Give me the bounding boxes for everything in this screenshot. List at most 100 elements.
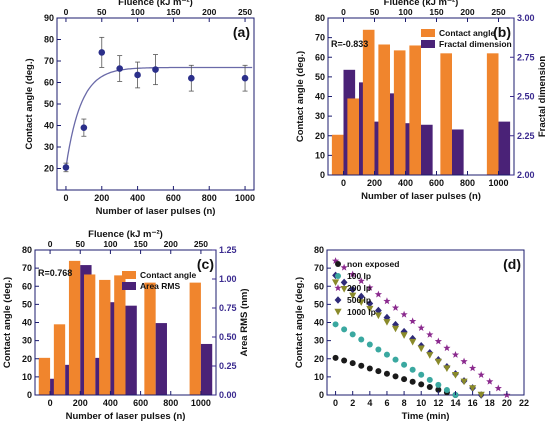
y-tick-label: 80 <box>315 13 325 23</box>
bar-secondary <box>452 129 464 175</box>
series-point <box>409 317 417 325</box>
series-point <box>375 346 382 353</box>
x-tick-label: 0 <box>48 398 53 408</box>
series-point <box>383 319 391 326</box>
x-axis-label: Number of laser pulses (n) <box>361 191 481 202</box>
legend-label: 1000 lp <box>347 307 376 317</box>
series-point <box>391 325 400 333</box>
x-tick-label: 800 <box>202 193 217 203</box>
y-tick-label: 80 <box>314 245 324 255</box>
panel-label: (c) <box>197 256 214 272</box>
series-point <box>460 378 468 386</box>
y-tick-label: 60 <box>22 281 32 291</box>
series-point <box>417 345 425 353</box>
y-axis-label: Contact angle (deg.) <box>295 51 306 142</box>
y-axis-label: Contact angle (deg.) <box>24 58 35 149</box>
top-tick-label: 50 <box>76 239 86 249</box>
y-tick-label: 60 <box>314 281 324 291</box>
bar-contact-angle <box>84 274 96 395</box>
top-tick-label: 150 <box>133 239 147 249</box>
series-point <box>357 277 365 285</box>
series-point <box>477 391 485 399</box>
series-point <box>357 292 365 301</box>
bar-secondary <box>125 305 137 395</box>
y-tick-label: 80 <box>22 245 32 255</box>
series-point <box>331 279 340 287</box>
x-tick-label: 0 <box>63 193 68 203</box>
top-tick-label: 50 <box>370 7 380 17</box>
top-tick-label: 0 <box>341 7 346 17</box>
x-tick-label: 1000 <box>191 398 211 408</box>
series-point <box>366 305 374 313</box>
y-tick-label: 70 <box>22 263 32 273</box>
top-tick-label: 100 <box>398 7 412 17</box>
x-tick-label: 16 <box>468 398 478 408</box>
y-tick-label: 10 <box>314 372 324 382</box>
y-tick-label: 40 <box>22 318 32 328</box>
x-tick-label: 18 <box>485 398 495 408</box>
series-point <box>434 337 442 345</box>
legend-label: Contact angle <box>439 28 495 38</box>
x-tick-label: 400 <box>130 193 145 203</box>
series-point <box>400 310 408 318</box>
x-tick-label: 200 <box>367 178 382 188</box>
series-point <box>401 361 408 368</box>
y2-tick-label: 3.00 <box>517 13 535 23</box>
series-point <box>358 336 365 343</box>
top-tick-label: 0 <box>48 239 53 249</box>
data-point <box>98 49 106 56</box>
series-point <box>443 386 450 393</box>
series-point <box>366 365 373 372</box>
panel-d: 0 2 4 6 8 10 12 14 16 18 20 22 Time (min) 0 10 20 30 40 50… <box>294 245 529 422</box>
series-point <box>374 290 383 298</box>
series-point <box>418 381 425 388</box>
y-tick-label: 70 <box>44 56 54 66</box>
legend-marker <box>335 273 341 279</box>
x-tick-label: 800 <box>460 178 475 188</box>
bar-contact-angle <box>189 282 201 395</box>
data-point <box>188 74 195 82</box>
x-tick-label: 2 <box>350 398 355 408</box>
top-axis-label: Fluence (kJ m⁻²) <box>384 0 459 8</box>
legend-label: Contact angle <box>140 270 196 280</box>
data-point <box>62 164 70 171</box>
x-axis-label: Time (min) <box>402 411 450 422</box>
y-tick-label: 20 <box>314 354 324 364</box>
series-point <box>341 326 348 333</box>
series-point <box>400 332 408 339</box>
bar-contact-angle <box>393 50 406 175</box>
top-tick-label: 100 <box>103 239 117 249</box>
series-point <box>409 378 416 385</box>
legend-swatch <box>421 40 435 48</box>
plot-frame <box>56 17 255 191</box>
legend-swatch <box>122 271 136 279</box>
x-tick-label: 8 <box>402 398 407 408</box>
y-tick-label: 30 <box>22 336 32 346</box>
series-point <box>451 350 460 358</box>
y-tick-label: 10 <box>22 372 32 382</box>
top-tick-label: 200 <box>202 7 216 17</box>
legend-marker <box>335 261 341 267</box>
x-tick-label: 20 <box>502 398 512 408</box>
top-axis-label: Fluence (kJ m⁻²) <box>88 229 163 240</box>
bar-contact-angle <box>53 324 66 395</box>
x-tick-label: 600 <box>166 193 181 203</box>
series-point <box>349 360 356 367</box>
y-axis-label: Contact angle (deg.) <box>294 277 305 368</box>
y2-tick-label: 0.25 <box>219 361 237 371</box>
series-point <box>451 371 460 379</box>
data-point <box>152 66 159 73</box>
series-point <box>435 386 442 393</box>
series-point <box>366 283 374 291</box>
y-tick-label: 10 <box>315 150 325 160</box>
series-point <box>340 263 348 271</box>
bar-contact-angle <box>409 45 421 175</box>
series-point <box>409 366 416 373</box>
y-tick-label: 70 <box>314 263 324 273</box>
x-tick-label: 400 <box>103 398 118 408</box>
x-tick-label: 400 <box>398 178 413 188</box>
y2-axis-label: Fractal dimension <box>537 56 548 137</box>
series-point <box>340 278 348 287</box>
